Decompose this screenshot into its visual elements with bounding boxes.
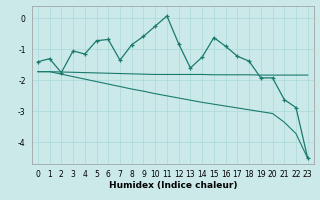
X-axis label: Humidex (Indice chaleur): Humidex (Indice chaleur): [108, 181, 237, 190]
